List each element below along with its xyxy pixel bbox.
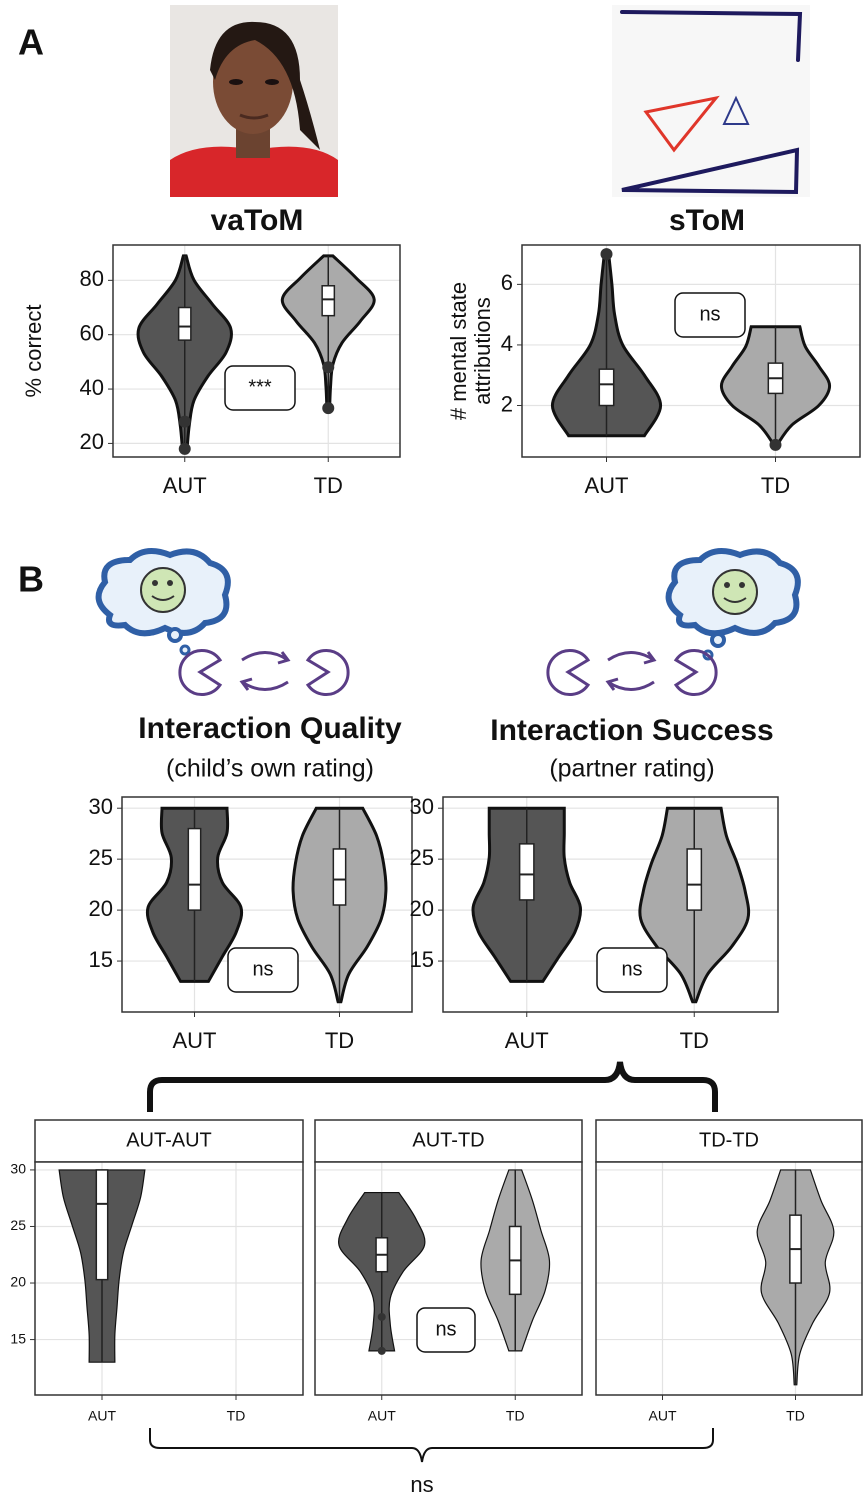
plot-border bbox=[121, 796, 413, 1013]
plot-border bbox=[521, 244, 861, 458]
x-tick-label: TD bbox=[314, 473, 343, 498]
box bbox=[187, 827, 202, 911]
plot-border bbox=[314, 1161, 583, 1396]
box bbox=[95, 1169, 109, 1281]
plot-border bbox=[34, 1161, 304, 1396]
facet-label: AUT-TD bbox=[412, 1129, 484, 1151]
annotation-box bbox=[227, 947, 299, 993]
y-tick-label: 25 bbox=[410, 845, 434, 870]
y-tick-label: 2 bbox=[501, 391, 513, 416]
box bbox=[686, 848, 703, 911]
facet-strip bbox=[595, 1119, 863, 1163]
annotation: ns bbox=[252, 958, 273, 980]
chart-title: Interaction Quality bbox=[138, 712, 402, 745]
outlier bbox=[769, 438, 782, 451]
y-axis-label: % correct bbox=[21, 305, 46, 398]
y-tick-label: 25 bbox=[89, 845, 113, 870]
outlier bbox=[178, 442, 191, 455]
annotation-box bbox=[596, 947, 668, 993]
annotation: *** bbox=[248, 376, 272, 398]
y-tick-label: 6 bbox=[501, 270, 513, 295]
y-tick-label: 4 bbox=[501, 331, 513, 356]
panel-label: A bbox=[18, 22, 44, 63]
y-axis-label: attributions bbox=[470, 297, 495, 405]
outlier bbox=[600, 248, 613, 261]
chart-title: sToM bbox=[669, 204, 745, 237]
y-tick-label: 30 bbox=[89, 794, 113, 819]
outlier bbox=[322, 402, 335, 415]
x-tick-label: AUT bbox=[163, 473, 207, 498]
x-tick-label: TD bbox=[227, 1408, 246, 1424]
thought-cloud bbox=[95, 548, 231, 656]
y-tick-label: 30 bbox=[410, 794, 434, 819]
facet-label: TD-TD bbox=[699, 1129, 759, 1151]
chart-title: vaToM bbox=[211, 204, 304, 237]
annotation: ns bbox=[699, 303, 720, 325]
y-tick-label: 60 bbox=[80, 321, 104, 346]
y-tick-label: 15 bbox=[89, 947, 113, 972]
x-tick-label: AUT bbox=[173, 1028, 217, 1053]
annotation-box bbox=[674, 292, 746, 338]
outlier bbox=[322, 361, 335, 374]
outlier bbox=[377, 1312, 386, 1321]
face-photo bbox=[170, 5, 338, 197]
annotation: ns bbox=[435, 1318, 456, 1340]
plot-border bbox=[442, 796, 779, 1013]
facet-label: AUT-AUT bbox=[126, 1129, 212, 1151]
plot-border bbox=[595, 1161, 863, 1396]
outlier bbox=[178, 415, 191, 428]
outlier bbox=[377, 1346, 386, 1355]
y-tick-label: 80 bbox=[80, 266, 104, 291]
chart-title: Interaction Success bbox=[490, 714, 773, 747]
annotation-box bbox=[416, 1307, 476, 1353]
x-tick-label: AUT bbox=[368, 1408, 396, 1424]
pacman-pair bbox=[178, 649, 718, 696]
box bbox=[598, 368, 615, 407]
y-tick-label: 25 bbox=[10, 1217, 26, 1233]
box bbox=[518, 843, 535, 901]
y-tick-label: 15 bbox=[10, 1330, 26, 1346]
y-tick-label: 20 bbox=[89, 896, 113, 921]
plot-border bbox=[112, 244, 401, 458]
group-brace bbox=[147, 1061, 718, 1112]
x-tick-label: AUT bbox=[505, 1028, 549, 1053]
annotation-box bbox=[224, 365, 296, 411]
x-tick-label: AUT bbox=[88, 1408, 116, 1424]
chart-subtitle: (partner rating) bbox=[549, 755, 714, 783]
box bbox=[177, 306, 192, 341]
animation-sketch bbox=[612, 5, 810, 197]
x-tick-label: TD bbox=[761, 473, 790, 498]
x-tick-label: AUT bbox=[649, 1408, 677, 1424]
x-tick-label: TD bbox=[506, 1408, 525, 1424]
thought-cloud bbox=[665, 548, 801, 661]
box bbox=[332, 848, 347, 906]
y-tick-label: 15 bbox=[410, 947, 434, 972]
bottom-annotation: ns bbox=[410, 1472, 433, 1497]
x-tick-label: AUT bbox=[585, 473, 629, 498]
y-tick-label: 20 bbox=[10, 1274, 26, 1290]
y-axis-label: # mental state bbox=[446, 282, 471, 420]
x-tick-label: TD bbox=[325, 1028, 354, 1053]
y-tick-label: 20 bbox=[410, 896, 434, 921]
annotation: ns bbox=[621, 958, 642, 980]
x-tick-label: TD bbox=[680, 1028, 709, 1053]
box bbox=[321, 285, 336, 317]
facet-strip bbox=[314, 1119, 583, 1163]
bottom-brace bbox=[149, 1428, 714, 1463]
y-tick-label: 40 bbox=[80, 375, 104, 400]
chart-subtitle: (child’s own rating) bbox=[166, 755, 374, 783]
y-tick-label: 20 bbox=[80, 429, 104, 454]
panel-label: B bbox=[18, 559, 44, 600]
x-tick-label: TD bbox=[786, 1408, 805, 1424]
y-tick-label: 30 bbox=[10, 1161, 26, 1177]
